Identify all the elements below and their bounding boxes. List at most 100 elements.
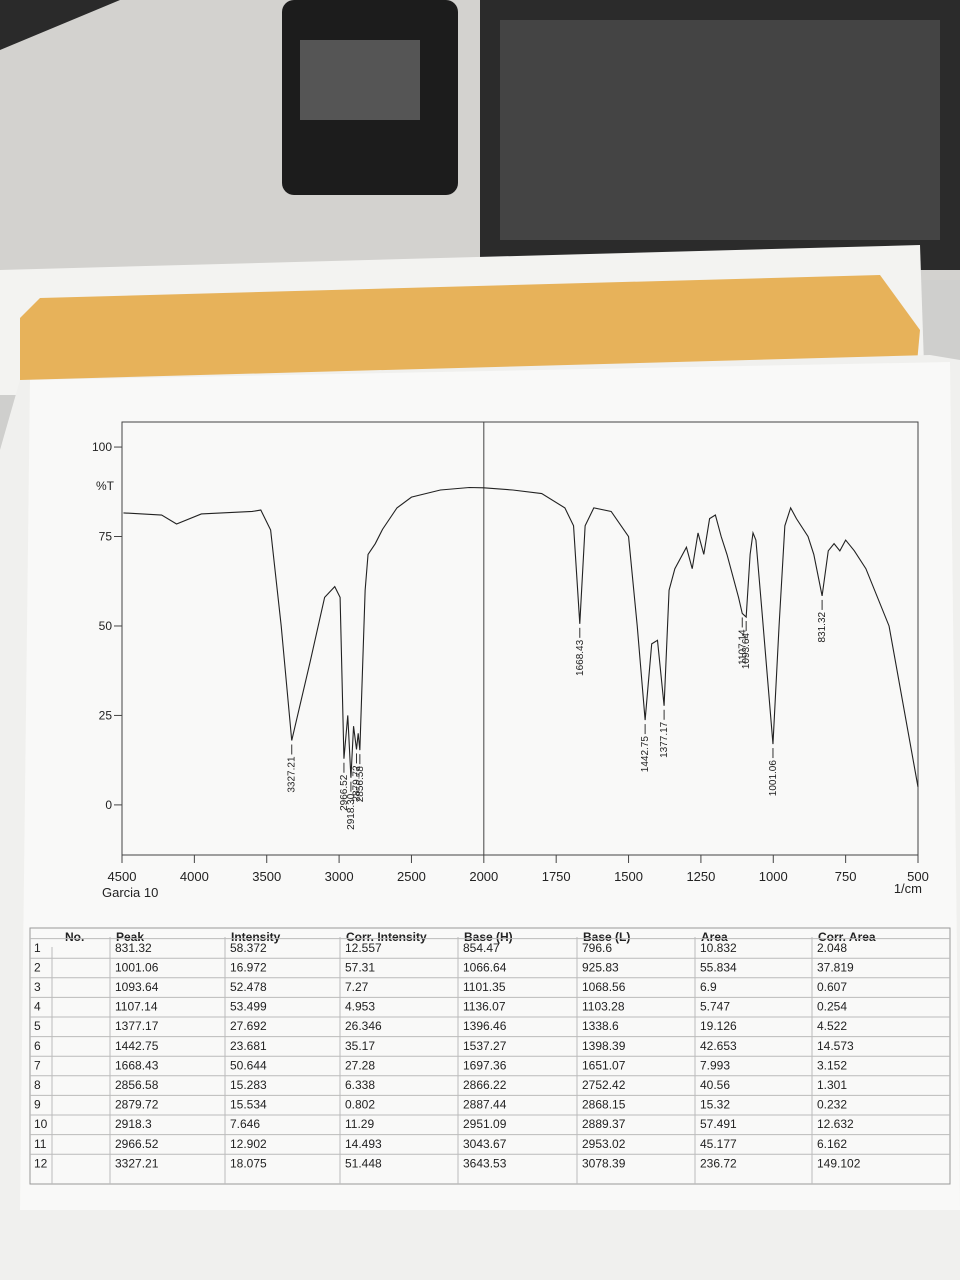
y-axis-label: %T: [96, 479, 115, 493]
table-cell: 3: [34, 980, 41, 994]
table-cell: 1398.39: [582, 1039, 626, 1053]
x-tick-label: 1500: [614, 869, 643, 884]
table-cell: 0.254: [817, 1000, 847, 1014]
table-cell: 1: [34, 941, 41, 955]
table-cell: 42.653: [700, 1039, 737, 1053]
table-cell: 1651.07: [582, 1058, 626, 1072]
table-cell: 2868.15: [582, 1098, 626, 1112]
peak-table: No. Peak Intensity Corr. Intensity Base (H) B…: [29, 927, 951, 1185]
table-cell: 14.493: [345, 1137, 382, 1151]
table-cell: 149.102: [817, 1156, 861, 1170]
table-cell: 1.301: [817, 1078, 847, 1092]
table-cell: 5: [34, 1019, 41, 1033]
x-tick-label: 1000: [759, 869, 788, 884]
table-cell: 4.953: [345, 1000, 375, 1014]
table-cell: 6.162: [817, 1137, 847, 1151]
caption: Garcia 10: [102, 885, 158, 900]
table-cell: 0.607: [817, 980, 847, 994]
peak-label: 2966.52: [339, 774, 350, 811]
table-header: Intensity: [231, 930, 281, 944]
x-tick-label: 500: [907, 869, 929, 884]
table-cell: 3643.53: [463, 1156, 507, 1170]
table-cell: 16.972: [230, 960, 267, 974]
table-cell: 1093.64: [115, 980, 159, 994]
table-header: Area: [701, 930, 728, 944]
table-cell: 4: [34, 1000, 41, 1014]
x-axis-label: 1/cm: [894, 881, 922, 896]
table-cell: 45.177: [700, 1137, 737, 1151]
x-tick-label: 2500: [397, 869, 426, 884]
table-cell: 2752.42: [582, 1078, 626, 1092]
table-cell: 6.338: [345, 1078, 375, 1092]
peak-label: 2879.72: [351, 765, 362, 802]
table-cell: 52.478: [230, 980, 267, 994]
table-cell: 3.152: [817, 1058, 847, 1072]
table-cell: 15.32: [700, 1098, 730, 1112]
table-cell: 4.522: [817, 1019, 847, 1033]
table-cell: 12: [34, 1156, 48, 1170]
table-cell: 1668.43: [115, 1058, 159, 1072]
table-cell: 1377.17: [115, 1019, 159, 1033]
x-tick-label: 750: [835, 869, 857, 884]
table-cell: 2966.52: [115, 1137, 159, 1151]
stapler-part: [300, 40, 420, 120]
table-header: Base (L): [583, 930, 630, 944]
table-cell: 2.048: [817, 941, 847, 955]
table-cell: 831.32: [115, 941, 152, 955]
x-tick-label: 3000: [325, 869, 354, 884]
table-cell: 7.646: [230, 1117, 260, 1131]
table-header: Peak: [116, 930, 144, 944]
table-cell: 10: [34, 1117, 48, 1131]
table-cell: 12.902: [230, 1137, 267, 1151]
table-cell: 1697.36: [463, 1058, 507, 1072]
table-cell: 8: [34, 1078, 41, 1092]
table-cell: 35.17: [345, 1039, 375, 1053]
x-tick-label: 4000: [180, 869, 209, 884]
table-cell: 1107.14: [115, 1000, 158, 1014]
table-cell: 26.346: [345, 1019, 382, 1033]
y-tick-label: 100: [92, 440, 112, 454]
y-tick-label: 75: [99, 530, 113, 544]
plot-frame: [121, 421, 919, 856]
table-cell: 236.72: [700, 1156, 737, 1170]
x-tick-label: 1750: [542, 869, 571, 884]
table-cell: 1103.28: [582, 1000, 625, 1014]
table-cell: 3078.39: [582, 1156, 626, 1170]
peak-label: 2918.30: [346, 793, 357, 830]
y-tick-label: 50: [99, 619, 113, 633]
table-cell: 1442.75: [115, 1039, 159, 1053]
table-cell: 53.499: [230, 1000, 267, 1014]
peak-label: 1377.17: [659, 721, 670, 758]
table-cell: 2889.37: [582, 1117, 626, 1131]
table-cell: 7.27: [345, 980, 369, 994]
table-cell: 37.819: [817, 960, 854, 974]
table-cell: 27.28: [345, 1058, 375, 1072]
table-cell: 6.9: [700, 980, 717, 994]
table-cell: 57.491: [700, 1117, 737, 1131]
table-cell: 925.83: [582, 960, 619, 974]
table-cell: 23.681: [230, 1039, 267, 1053]
table-cell: 1396.46: [463, 1019, 507, 1033]
y-tick-label: 25: [99, 708, 113, 722]
table-cell: 2918.3: [115, 1117, 152, 1131]
table-cell: 11: [34, 1137, 47, 1151]
table-cell: 1537.27: [463, 1039, 507, 1053]
table-cell: 854.47: [463, 941, 500, 955]
table-cell: 50.644: [230, 1058, 267, 1072]
table-cell: 796.6: [582, 941, 612, 955]
table-cell: 1001.06: [115, 960, 159, 974]
peak-label: 1107.14: [737, 629, 748, 665]
table-cell: 3043.67: [463, 1137, 507, 1151]
table-cell: 7.993: [700, 1058, 730, 1072]
table-cell: 2879.72: [115, 1098, 159, 1112]
peak-label: 2856.58: [355, 766, 366, 803]
peak-label: 1093.64: [741, 633, 752, 670]
mesh-tray-mesh: [500, 20, 940, 240]
table-header: Corr. Area: [818, 930, 876, 944]
table-cell: 55.834: [700, 960, 737, 974]
peak-label: 1001.06: [768, 760, 779, 797]
spectrum-line: [123, 486, 919, 788]
table-header: Corr. Intensity: [346, 930, 427, 944]
